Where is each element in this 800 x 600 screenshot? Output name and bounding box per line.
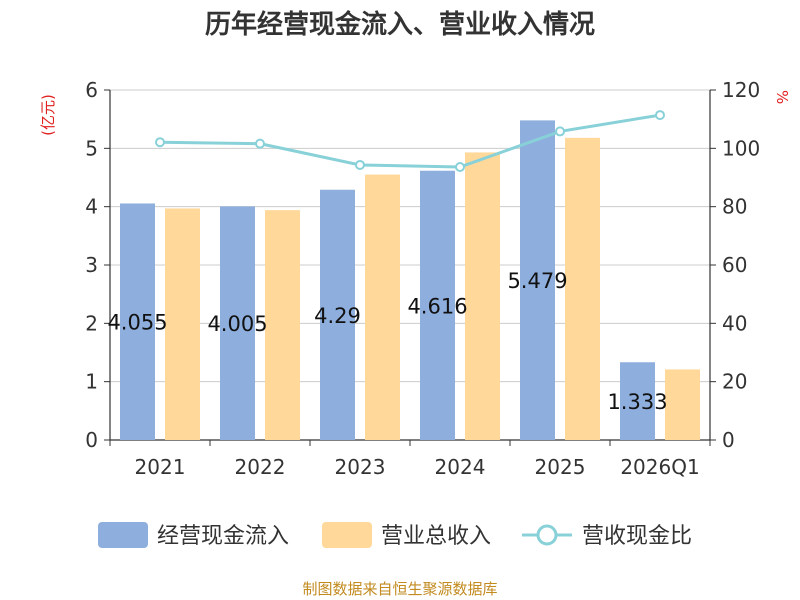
- left-axis-unit: (亿元): [39, 94, 57, 136]
- x-tick-label: 2024: [435, 455, 486, 479]
- left-tick-label: 3: [85, 253, 98, 277]
- ratio-point: [155, 137, 165, 148]
- x-tick-label: 2025: [535, 455, 586, 479]
- legend-label: 营业总收入: [381, 524, 491, 549]
- bar-revenue: [465, 152, 500, 440]
- x-tick-label: 2026Q1: [620, 455, 699, 479]
- left-tick-label: 4: [85, 195, 98, 219]
- source-note: 制图数据来自恒生聚源数据库: [302, 580, 497, 598]
- left-tick-label: 5: [85, 136, 98, 160]
- right-tick-label: 100: [722, 136, 760, 160]
- data-labels: 4.055 4.005 4.29 4.616 5.479 1.333: [107, 269, 667, 414]
- left-tick-label: 2: [85, 311, 98, 335]
- ratio-line-path: [159, 113, 661, 169]
- x-tick-label: 2021: [135, 455, 186, 479]
- right-tick-label: 20: [722, 370, 747, 394]
- right-tick-label: 60: [722, 253, 747, 277]
- bar-cash-inflow: [620, 362, 655, 440]
- legend-swatch-ratio-point: [536, 524, 558, 546]
- bar-cash-inflow: [320, 189, 355, 440]
- right-axis-unit: %: [773, 90, 791, 104]
- bar-cash-inflow: [220, 206, 255, 440]
- x-tick-label: 2023: [335, 455, 386, 479]
- ratio-point: [655, 110, 665, 121]
- legend-swatch-cash-inflow: [98, 522, 148, 548]
- bar-revenue: [265, 210, 300, 440]
- bar-revenue: [165, 208, 200, 440]
- legend-label: 营收现金比: [582, 524, 692, 549]
- ratio-point: [355, 159, 365, 170]
- data-label: 4.005: [207, 312, 267, 336]
- left-tick-label: 0: [85, 428, 98, 452]
- data-label: 4.616: [407, 294, 467, 318]
- left-tick-label: 6: [85, 78, 98, 102]
- ratio-line: [155, 110, 665, 172]
- legend-label: 经营现金流入: [157, 524, 289, 549]
- right-tick-label: 40: [722, 311, 747, 335]
- ratio-point: [555, 126, 565, 137]
- legend: 经营现金流入 营业总收入 营收现金比: [98, 522, 692, 549]
- chart-title: 历年经营现金流入、营业收入情况: [205, 9, 595, 40]
- right-tick-label: 80: [722, 195, 747, 219]
- ratio-point: [255, 138, 265, 149]
- bar-cash-inflow: [120, 203, 155, 440]
- data-label: 4.055: [107, 311, 167, 335]
- data-label: 1.333: [607, 390, 667, 414]
- ratio-point: [455, 162, 465, 172]
- bar-revenue: [365, 174, 400, 441]
- gridlines: [110, 89, 710, 383]
- bars: [120, 120, 700, 441]
- bar-revenue: [665, 369, 700, 440]
- right-tick-label: 120: [722, 78, 760, 102]
- bar-cash-inflow: [420, 170, 455, 440]
- x-tick-label: 2022: [235, 455, 286, 479]
- right-tick-label: 0: [722, 428, 735, 452]
- legend-swatch-revenue: [322, 522, 372, 548]
- bar-revenue: [565, 137, 600, 441]
- bar-cash-inflow: [520, 120, 555, 441]
- left-tick-label: 1: [85, 370, 98, 394]
- data-label: 5.479: [507, 269, 567, 293]
- data-label: 4.29: [314, 304, 361, 328]
